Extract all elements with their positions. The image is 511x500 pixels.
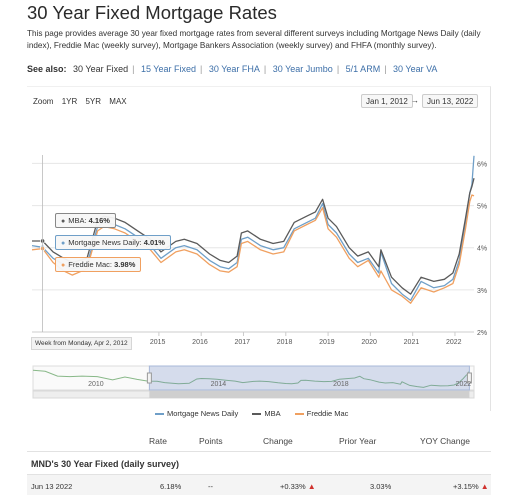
link-30-year-va[interactable]: 30 Year VA [393, 64, 438, 74]
link-30-year-fixed[interactable]: 30 Year Fixed [73, 64, 129, 74]
legend-item-freddie[interactable]: Freddie Mac [294, 409, 349, 418]
zoom-1yr-button[interactable]: 1YR [61, 97, 78, 106]
x-axis-date-flag: Week from Monday, Apr 2, 2012 [31, 337, 132, 350]
tooltip-mnd: ● Mortgage News Daily: 4.01% [55, 235, 171, 250]
tooltip-mba-label: MBA: [68, 216, 87, 225]
separator: | [336, 64, 340, 74]
legend-label-mba: MBA [264, 409, 281, 418]
freddie-dot-icon: ● [61, 262, 66, 269]
link-15-year-fixed[interactable]: 15 Year Fixed [140, 64, 196, 74]
cell-rate: 6.18% [160, 482, 182, 491]
separator: | [263, 64, 267, 74]
range-to-input[interactable]: Jun 13, 2022 [422, 94, 479, 108]
legend-swatch [294, 413, 304, 416]
cell-points: -- [208, 482, 213, 491]
legend-swatch [155, 413, 164, 416]
legend-item-mnd[interactable]: Mortgage News Daily [155, 409, 238, 418]
legend-item-mba[interactable]: MBA [252, 409, 281, 418]
tooltip-mba-value: 4.16% [88, 216, 110, 225]
table-row [27, 475, 491, 495]
zoom-max-button[interactable]: MAX [109, 97, 127, 106]
col-header-prior-year: Prior Year [339, 436, 377, 446]
page-title: 30 Year Fixed Mortgage Rates [27, 2, 277, 23]
cell-prior-year: 3.03% [370, 482, 392, 491]
col-header-yoy-change: YOY Change [420, 436, 470, 446]
zoom-controls: Zoom 1YR 5YR MAX [33, 97, 127, 106]
tooltip-freddie-label: Freddie Mac: [68, 260, 113, 269]
zoom-label: Zoom [33, 97, 54, 106]
link-30-year-fha[interactable]: 30 Year FHA [208, 64, 260, 74]
legend-swatch [252, 413, 262, 416]
tooltip-freddie-value: 3.98% [114, 260, 136, 269]
zoom-5yr-button[interactable]: 5YR [85, 97, 102, 106]
cell-change-value: +0.33% [280, 482, 306, 491]
see-also-nav: See also: 30 Year Fixed | 15 Year Fixed | … [27, 64, 437, 74]
up-arrow-icon: ▲ [307, 482, 316, 491]
divider [27, 451, 491, 452]
range-arrow-icon: → [411, 96, 419, 105]
see-also-label: See also: [27, 64, 67, 74]
cell-change: +0.33% ▲ [280, 482, 316, 491]
legend-label-freddie: Freddie Mac [306, 409, 349, 418]
legend-label-mnd: Mortgage News Daily [167, 409, 239, 418]
col-header-rate: Rate [149, 436, 167, 446]
separator: | [384, 64, 387, 74]
tooltip-mnd-value: 4.01% [143, 238, 165, 247]
divider [27, 474, 491, 475]
mnd-dot-icon: ● [61, 240, 66, 247]
range-from-input[interactable]: Jan 1, 2012 [361, 94, 413, 108]
tooltip-mba: ● MBA: 4.16% [55, 213, 116, 228]
cell-date: Jun 13 2022 [31, 482, 73, 491]
page-description: This page provides average 30 year fixed… [27, 29, 481, 50]
section-title: MND's 30 Year Fixed (daily survey) [31, 459, 180, 469]
separator: | [200, 64, 203, 74]
chart-container [27, 86, 491, 411]
col-header-change: Change [263, 436, 293, 446]
link-5-1-arm[interactable]: 5/1 ARM [345, 64, 381, 74]
cell-yoy-change: +3.15% ▲ [453, 482, 489, 491]
tooltip-freddie: ● Freddie Mac: 3.98% [55, 257, 142, 272]
mba-dot-icon: ● [61, 218, 66, 225]
up-arrow-icon: ▲ [480, 482, 489, 491]
cell-yoy-value: +3.15% [453, 482, 479, 491]
col-header-points: Points [199, 436, 223, 446]
link-30-year-jumbo[interactable]: 30 Year Jumbo [272, 64, 333, 74]
chart-legend: Mortgage News Daily MBA Freddie Mac [155, 409, 360, 418]
tooltip-mnd-label: Mortgage News Daily: [68, 238, 142, 247]
separator: | [132, 64, 135, 74]
